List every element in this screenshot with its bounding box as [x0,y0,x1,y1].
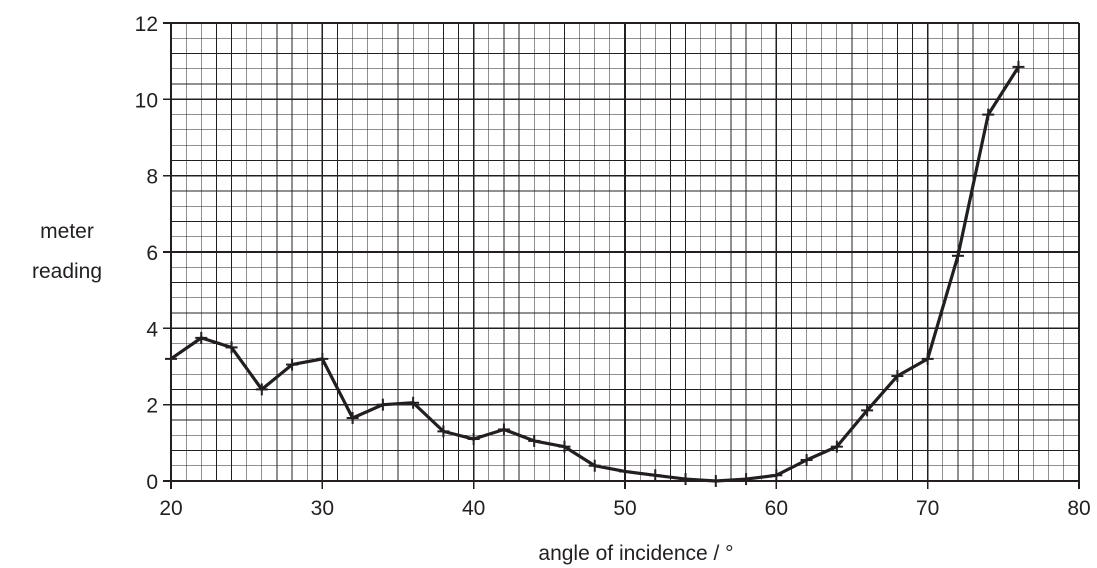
data-point-marker [921,352,934,365]
data-point-marker [861,404,874,417]
y-tick-label: 4 [146,318,158,341]
x-tick-label: 40 [462,497,485,520]
data-point-marker [497,423,510,436]
x-tick-labels: 20 30 40 50 60 70 80 [159,497,1090,520]
x-tick-label: 50 [613,497,636,520]
data-point-marker [951,249,964,262]
data-point-marker [316,352,329,365]
data-point-marker [376,398,389,411]
y-tick-label: 0 [146,471,158,494]
data-point-marker [619,465,631,478]
x-tick-label: 20 [159,497,182,520]
data-point-marker [467,433,480,446]
data-point-marker [588,459,601,472]
data-point-marker [437,425,450,438]
y-tick-label: 2 [146,395,158,418]
data-point-marker [740,473,753,486]
y-axis-title-line-2: reading [32,260,102,283]
data-point-marker [225,341,238,354]
y-tick-label: 10 [135,89,158,112]
data-point-marker [800,454,813,467]
data-point-marker [982,108,995,121]
data-point-marker [286,358,299,371]
data-point-marker [165,352,177,365]
y-tick-labels: 0 2 4 6 8 10 12 [135,13,159,494]
marker-layer [165,60,1025,487]
data-point-marker [709,475,722,487]
x-tick-label: 70 [916,497,939,520]
data-point-marker [558,440,571,453]
data-point-marker [649,469,662,482]
y-tick-label: 6 [146,242,158,265]
x-axis-title: angle of incidence / ° [538,542,733,565]
x-tick-label: 60 [765,497,788,520]
data-point-marker [255,383,268,396]
data-point-marker [1012,60,1025,73]
data-point-marker [407,396,420,409]
y-tick-label: 12 [135,13,158,36]
x-tick-label: 80 [1067,497,1090,520]
data-point-marker [830,440,843,453]
major-grid [163,22,1080,489]
x-tick-label: 30 [311,497,334,520]
data-point-marker [528,434,541,447]
data-point-marker [195,331,208,344]
data-point-marker [891,370,904,383]
data-point-marker [346,412,359,425]
data-point-marker [770,469,783,482]
y-tick-label: 8 [146,166,158,189]
data-point-marker [679,473,692,486]
y-axis-title-line-1: meter [40,220,94,243]
